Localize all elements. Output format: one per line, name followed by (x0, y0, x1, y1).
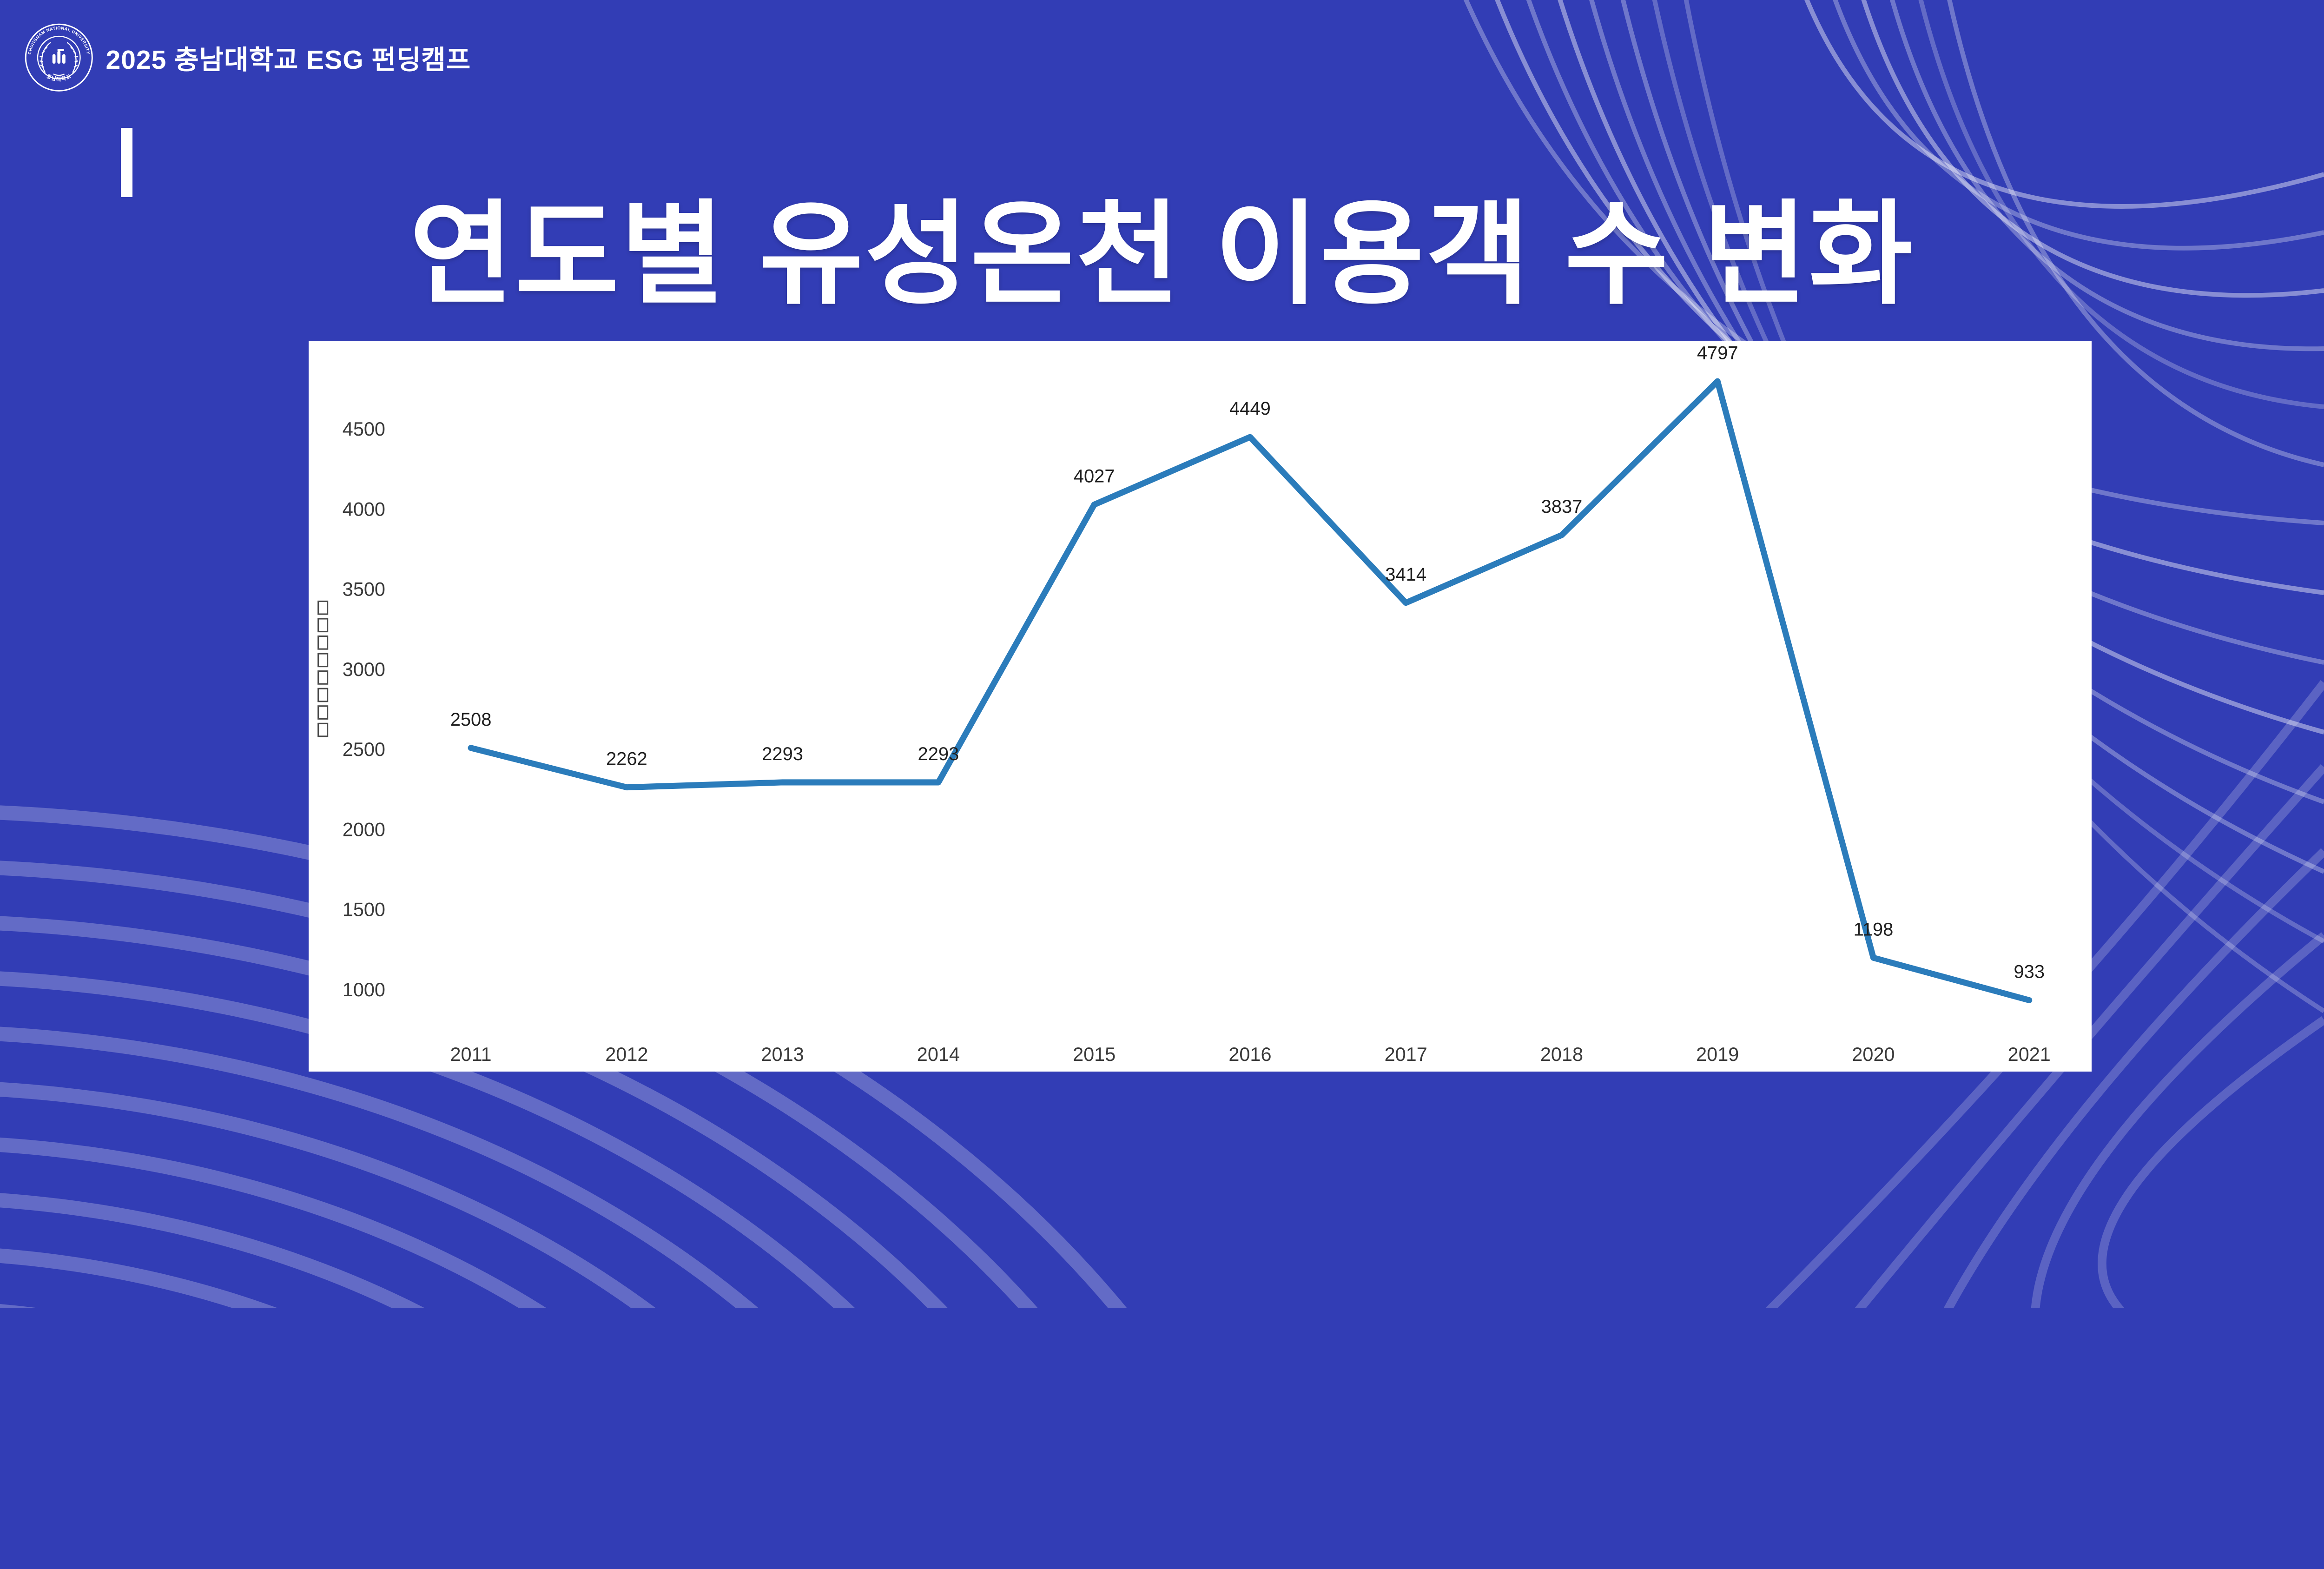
page-title: 연도별 유성온천 이용객 수 변화 (409, 192, 1915, 318)
section-marker-bar (121, 128, 132, 197)
y-tick-label: 4000 (343, 498, 385, 520)
data-point-label: 4797 (1697, 343, 1738, 363)
data-point-label: 2293 (918, 744, 959, 764)
y-axis-label-glyph-box (317, 617, 329, 632)
data-point-label: 2293 (762, 744, 803, 764)
y-tick-label: 1000 (343, 979, 385, 1000)
data-point-label: 2508 (450, 709, 492, 729)
y-tick-label: 4500 (343, 418, 385, 440)
data-point-label: 2262 (606, 748, 647, 769)
y-tick-label: 2000 (343, 819, 385, 840)
data-line (468, 378, 2033, 1003)
y-axis-label-glyph-box (317, 722, 329, 737)
y-axis-label-glyph-box (317, 670, 329, 685)
y-axis-label-glyph-box (317, 688, 329, 702)
y-tick-label: 2500 (343, 739, 385, 760)
chart-card: 4500 4000 3500 3000 2500 2000 1500 1000 2011 2012… (309, 341, 2092, 1072)
x-tick-label: 2011 (450, 1044, 492, 1065)
y-axis-label-glyph-box (317, 600, 329, 615)
y-axis-label-glyph-box (317, 705, 329, 720)
line-chart-svg: 4500 4000 3500 3000 2500 2000 1500 1000 2011 2012… (317, 343, 2051, 1065)
data-point-label: 4449 (1229, 398, 1271, 419)
x-tick-label: 2013 (761, 1044, 804, 1065)
y-tick-label: 1500 (343, 899, 385, 920)
x-tick-label: 2017 (1385, 1044, 1427, 1065)
x-tick-label: 2021 (2008, 1044, 2051, 1065)
x-tick-label: 2020 (1852, 1044, 1895, 1065)
x-tick-label: 2018 (1540, 1044, 1583, 1065)
slide: CHUNGNAM NATIONAL UNIVERSITY 충남대학교 2025 … (0, 0, 2324, 1308)
x-tick-label: 2012 (605, 1044, 648, 1065)
data-point-label: 4027 (1074, 466, 1115, 486)
x-tick-label: 2019 (1696, 1044, 1739, 1065)
x-tick-label: 2014 (917, 1044, 960, 1065)
y-tick-label: 3000 (343, 658, 385, 680)
seal-laurel-wreath (39, 42, 78, 76)
y-tick-label: 3500 (343, 578, 385, 600)
data-point-label: 3837 (1541, 497, 1583, 517)
data-point-label: 3414 (1385, 564, 1426, 584)
x-tick-label: 2015 (1073, 1044, 1116, 1065)
data-point-label: 933 (2014, 961, 2045, 982)
y-axis-label-glyph-box (317, 653, 329, 667)
university-seal-logo: CHUNGNAM NATIONAL UNIVERSITY 충남대학교 (25, 23, 93, 92)
data-point-label: 1198 (1854, 919, 1894, 940)
seal-m-mark (52, 49, 66, 64)
seal-ring-text-bottom: 충남대학교 (45, 73, 72, 82)
y-axis-label-glyph-box (317, 635, 329, 650)
header: CHUNGNAM NATIONAL UNIVERSITY 충남대학교 2025 … (25, 23, 471, 92)
x-tick-label: 2016 (1228, 1044, 1271, 1065)
event-name: 2025 충남대학교 ESG 펀딩캠프 (106, 45, 471, 75)
